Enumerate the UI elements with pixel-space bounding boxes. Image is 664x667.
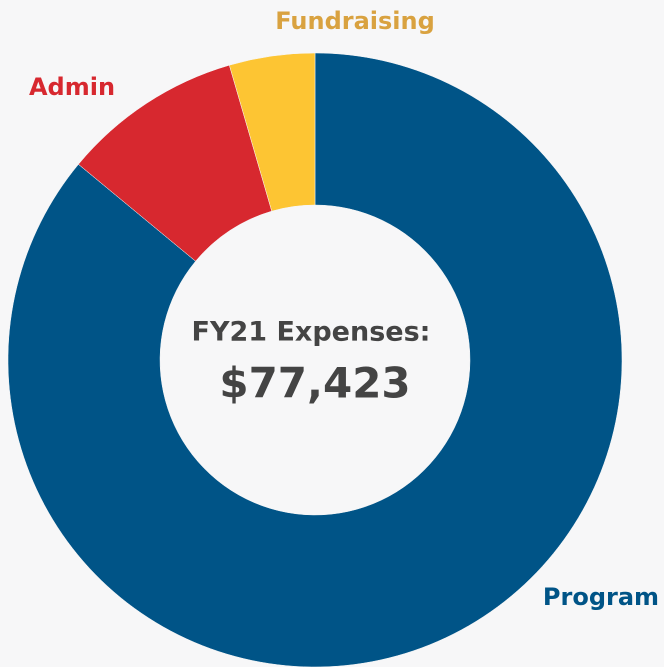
slice-label: Fundraising [275, 7, 435, 35]
center-value: $77,423 [219, 359, 410, 408]
slice [7, 52, 623, 667]
slice [229, 52, 316, 212]
center-title: FY21 Expenses: [192, 317, 431, 348]
slices [7, 52, 623, 667]
slice-label: Admin [29, 73, 115, 101]
slice-label: Program [543, 583, 659, 611]
